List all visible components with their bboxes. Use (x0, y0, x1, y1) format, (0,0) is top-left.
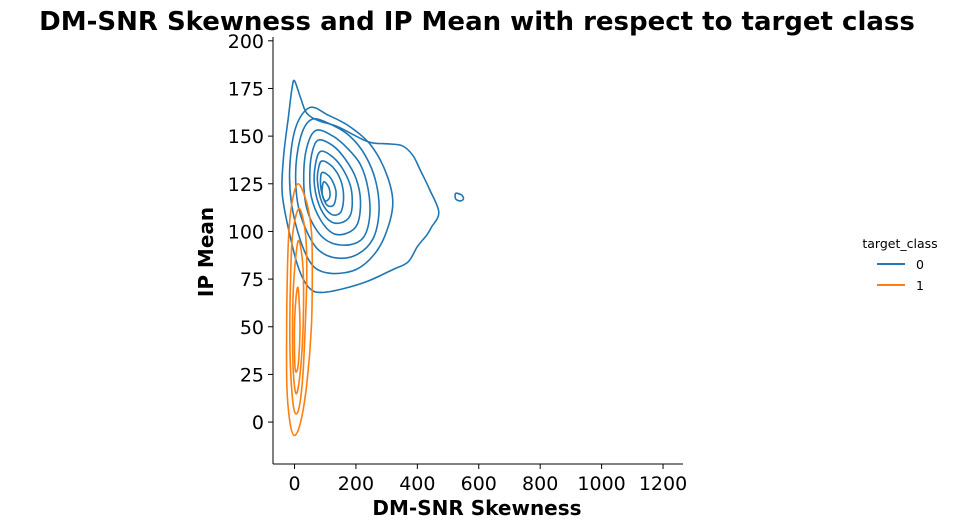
x-tick-label-3: 600 (461, 473, 497, 495)
x-tick-label-0: 0 (288, 473, 300, 495)
y-tick-label-6: 150 (228, 126, 264, 148)
x-tick-label-5: 1000 (577, 473, 625, 495)
series-0-contour-level-0 (281, 79, 440, 294)
series-1-contour-level-3 (293, 286, 301, 373)
series-0-contour-level-4 (308, 139, 362, 236)
legend-label-1: 1 (916, 278, 924, 293)
chart-title: DM-SNR Skewness and IP Mean with respect… (39, 7, 915, 37)
x-axis-ticks: 0 200 400 600 800 1000 1200 (288, 464, 687, 495)
x-tick-label-4: 800 (522, 473, 558, 495)
series-1-contours (285, 183, 314, 437)
x-tick-label-2: 400 (399, 473, 435, 495)
series-0-contour-level-7 (319, 171, 337, 208)
series-0-contour-level-9 (454, 192, 465, 202)
y-tick-label-0: 0 (252, 412, 264, 434)
series-1-contour-level-2 (291, 239, 305, 395)
y-tick-label-1: 25 (240, 364, 264, 386)
series-0-contour-level-5 (313, 150, 354, 225)
y-axis-label: IP Mean (194, 207, 218, 297)
series-0-contours (281, 79, 465, 294)
series-0-contour-level-1 (288, 106, 394, 275)
y-tick-label-2: 50 (240, 317, 264, 339)
plot-area (281, 79, 465, 437)
y-tick-label-4: 100 (228, 221, 264, 243)
legend-entries: 01 (877, 257, 924, 293)
series-1-contour-level-0 (285, 183, 314, 437)
y-tick-label-8: 200 (228, 31, 264, 53)
x-tick-label-1: 200 (338, 473, 374, 495)
series-0-contour-level-3 (302, 129, 371, 246)
y-axis-ticks: 0 25 50 75 100 125 150 175 200 (228, 31, 273, 434)
x-tick-label-6: 1200 (639, 473, 687, 495)
y-tick-label-5: 125 (228, 174, 264, 196)
legend-title: target_class (862, 236, 937, 251)
legend-label-0: 0 (916, 257, 924, 272)
series-1-contour-level-1 (288, 207, 308, 415)
x-axis-label: DM-SNR Skewness (372, 496, 581, 520)
series-0-contour-level-2 (294, 117, 380, 260)
series-0-contour-level-8 (321, 180, 331, 202)
legend: target_class 01 (862, 236, 937, 293)
y-tick-label-3: 75 (240, 269, 264, 291)
y-tick-label-7: 175 (228, 78, 264, 100)
series-0-contour-level-6 (316, 160, 345, 216)
